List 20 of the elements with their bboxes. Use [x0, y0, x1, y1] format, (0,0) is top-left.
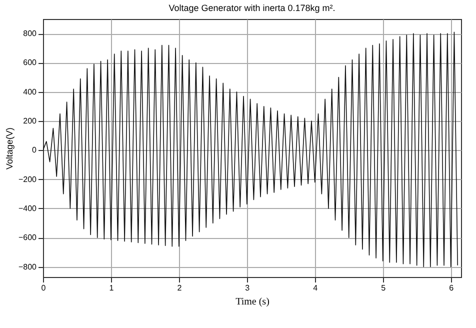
y-tick-label: −800	[18, 262, 38, 272]
y-tick-label: 600	[23, 58, 38, 68]
y-tick-label: −400	[18, 204, 38, 213]
y-tick-label: 800	[23, 29, 38, 38]
x-tick-label: 5	[381, 284, 386, 292]
chart-title: Voltage Generator with inerta 0.178kg m².	[168, 3, 336, 13]
x-tick-label: 0	[41, 284, 46, 292]
y-tick-label: −200	[18, 174, 38, 184]
x-axis-title: Time (s)	[236, 296, 270, 308]
y-tick-label: −600	[18, 233, 38, 242]
y-tick-label: 200	[23, 116, 38, 126]
y-axis-title: Voltage(V)	[4, 127, 14, 170]
x-tick-label: 1	[109, 284, 114, 292]
y-tick-label: 0	[32, 146, 38, 155]
line-series	[43, 32, 458, 268]
x-tick-label: 2	[177, 284, 182, 292]
x-tick-label: 4	[313, 284, 318, 292]
y-tick-label: 400	[23, 87, 38, 96]
x-tick-label: 6	[449, 284, 454, 292]
x-tick-label: 3	[245, 284, 250, 292]
